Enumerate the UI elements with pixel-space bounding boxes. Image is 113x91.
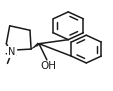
Text: OH: OH [40,61,55,71]
Text: N: N [8,47,15,57]
